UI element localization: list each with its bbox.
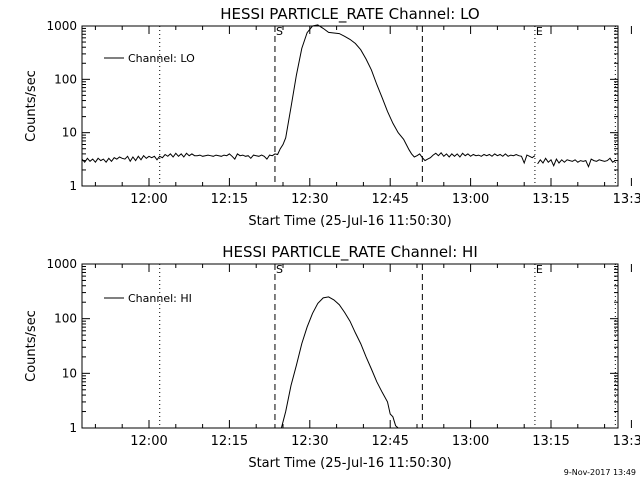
y-tick-labels: 1 10 100 1000 [46, 257, 77, 435]
axis-ticks [82, 263, 632, 429]
y-axis-label: Counts/sec [24, 310, 39, 382]
x-tick-label: 12:30 [291, 192, 328, 207]
x-tick-label: 13:00 [452, 434, 489, 449]
y-tick-label: 10 [62, 126, 77, 140]
series-lines [81, 24, 616, 169]
x-axis-label: Start Time (25-Jul-16 11:50:30) [248, 214, 451, 229]
x-tick-label: 12:15 [211, 434, 248, 449]
chart-title: HESSI PARTICLE_RATE Channel: HI [222, 243, 478, 262]
x-tick-label: 12:45 [371, 434, 408, 449]
footer-timestamp: 9-Nov-2017 13:49 [564, 468, 636, 477]
legend-label: Channel: HI [128, 292, 192, 305]
x-tick-label: 13:00 [452, 192, 489, 207]
y-tick-label: 100 [54, 72, 77, 86]
y-tick-label: 1000 [46, 19, 77, 33]
x-tick-label: 12:45 [371, 192, 408, 207]
plot-frame [81, 263, 619, 429]
y-tick-labels: 1 10 100 1000 [46, 19, 77, 193]
time-marker-label: E [536, 25, 543, 38]
series-line [81, 24, 536, 165]
x-tick-label: 13:15 [532, 192, 569, 207]
x-tick-label: 13:30 [613, 192, 640, 207]
plot-frame [81, 25, 619, 187]
legend: Channel: HI [104, 292, 192, 305]
x-tick-labels: 12:00 12:15 12:30 12:45 13:00 13:15 13:30 [130, 434, 640, 449]
y-tick-label: 1000 [46, 257, 77, 271]
y-axis-label: Counts/sec [24, 70, 39, 142]
x-tick-label: 12:30 [291, 434, 328, 449]
x-tick-label: 13:30 [613, 434, 640, 449]
series-lines [280, 296, 399, 429]
chart-title: HESSI PARTICLE_RATE Channel: LO [220, 5, 479, 24]
x-axis-label: Start Time (25-Jul-16 11:50:30) [248, 456, 451, 471]
x-tick-label: 12:15 [211, 192, 248, 207]
legend-label: Channel: LO [128, 52, 195, 65]
legend: Channel: LO [104, 52, 195, 65]
y-tick-label: 1 [69, 179, 77, 193]
time-marker-label: E [536, 263, 543, 276]
x-tick-label: 12:00 [130, 434, 167, 449]
x-tick-label: 13:15 [532, 434, 569, 449]
y-tick-label: 100 [54, 312, 77, 326]
time-marker-label: S [276, 25, 283, 38]
series-line [537, 157, 616, 169]
x-tick-label: 12:00 [130, 192, 167, 207]
y-tick-label: 10 [62, 366, 77, 380]
series-line [280, 296, 399, 429]
axis-ticks [82, 25, 632, 187]
x-tick-labels: 12:00 12:15 12:30 12:45 13:00 13:15 13:30 [130, 192, 640, 207]
time-marker-label: S [276, 263, 283, 276]
y-tick-label: 1 [69, 421, 77, 435]
